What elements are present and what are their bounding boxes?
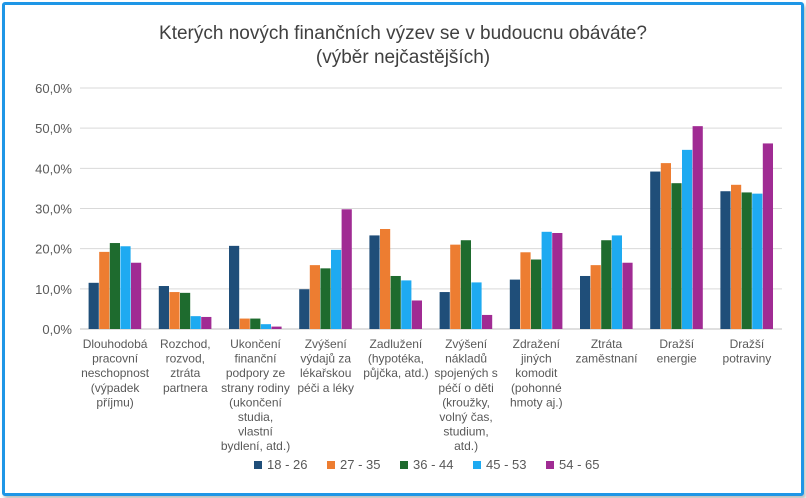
bar <box>158 286 169 329</box>
bar <box>131 262 142 329</box>
bar <box>169 292 180 329</box>
legend-label: 45 - 53 <box>486 457 526 472</box>
bar <box>239 318 250 329</box>
bar <box>88 282 99 329</box>
bar <box>109 243 120 329</box>
bar <box>460 240 471 329</box>
legend-swatch <box>327 461 335 469</box>
bar <box>180 292 191 329</box>
bar <box>309 265 320 329</box>
bar <box>299 289 310 329</box>
x-tick-label: Zvýšení výdajů za lékařskou péči a léky <box>297 337 354 395</box>
bar <box>341 209 352 329</box>
y-tick-label: 30,0% <box>35 202 72 217</box>
bar <box>271 326 282 329</box>
bar <box>260 324 271 329</box>
bar <box>229 245 240 329</box>
bar <box>590 265 601 329</box>
y-tick-label: 0,0% <box>42 322 72 337</box>
x-tick-label: Zadlužení (hypotéka, půjčka, atd.) <box>363 337 428 380</box>
bar <box>390 275 401 329</box>
y-tick-label: 40,0% <box>35 161 72 176</box>
bar <box>439 292 450 329</box>
bar <box>692 126 703 329</box>
y-tick-label: 10,0% <box>35 282 72 297</box>
bar <box>541 231 552 329</box>
bar <box>411 300 422 329</box>
bar <box>99 251 110 329</box>
x-tick-label: Rozchod, rozvod, ztráta partnera <box>160 337 211 395</box>
legend-label: 18 - 26 <box>267 457 307 472</box>
y-tick-label: 20,0% <box>35 242 72 257</box>
chart-title: Kterých nových finančních výzev se v bud… <box>159 23 647 44</box>
x-tick-label: Ztráta zaměstnaní <box>575 337 638 366</box>
bar <box>482 314 493 329</box>
bar <box>520 252 531 329</box>
bar <box>752 193 763 329</box>
x-tick-label: Dražší potraviny <box>723 337 772 366</box>
legend-swatch <box>400 461 408 469</box>
bar <box>190 316 201 329</box>
x-axis-labels: Dlouhodobá pracovní neschopnost (výpadek pří… <box>81 337 771 453</box>
y-axis-ticks: 0,0% 10,0% 20,0% 30,0% 40,0% 50,0% 60,0% <box>35 81 72 337</box>
bar <box>580 275 591 329</box>
x-tick-label: Ukončení finanční podpory ze strany rodiny(… <box>221 337 290 453</box>
x-tick-label: Dlouhodobá pracovní neschopnost (výpadek pří… <box>81 337 150 409</box>
bar <box>471 282 482 329</box>
bar <box>450 244 461 329</box>
bars <box>88 126 773 329</box>
x-tick-label: Zvýšení nákladů spojených s péčí o děti (kro… <box>434 337 497 453</box>
bar <box>380 228 391 329</box>
bar <box>720 191 731 329</box>
bar <box>320 268 331 329</box>
bar <box>401 280 412 329</box>
bar <box>762 143 773 329</box>
bar <box>650 171 661 329</box>
bar <box>250 318 261 329</box>
bar <box>611 235 622 329</box>
bar <box>369 235 380 329</box>
bar <box>660 163 671 329</box>
legend-swatch <box>473 461 481 469</box>
legend-label: 54 - 65 <box>559 457 599 472</box>
chart-subtitle: (výběr nejčastějších) <box>316 47 490 68</box>
bar <box>601 240 612 329</box>
bar <box>531 259 542 329</box>
bar <box>552 233 563 329</box>
bar <box>509 279 520 329</box>
x-tick-label: Zdražení jiných komodit (pohonné hmoty aj.) <box>510 337 563 409</box>
y-tick-label: 60,0% <box>35 81 72 96</box>
y-tick-label: 50,0% <box>35 121 72 136</box>
legend-label: 27 - 35 <box>340 457 380 472</box>
bar <box>671 183 682 329</box>
legend: 18 - 26 27 - 35 36 - 44 45 - 53 54 - 65 <box>254 457 599 472</box>
bar <box>622 262 633 329</box>
bar <box>120 246 131 329</box>
legend-swatch <box>254 461 262 469</box>
legend-swatch <box>546 461 554 469</box>
bar <box>731 184 742 329</box>
bar <box>741 192 752 329</box>
bar <box>682 149 693 329</box>
legend-label: 36 - 44 <box>413 457 453 472</box>
x-tick-label: Dražší energie <box>657 337 697 366</box>
bar <box>201 316 212 329</box>
bar <box>331 249 342 329</box>
